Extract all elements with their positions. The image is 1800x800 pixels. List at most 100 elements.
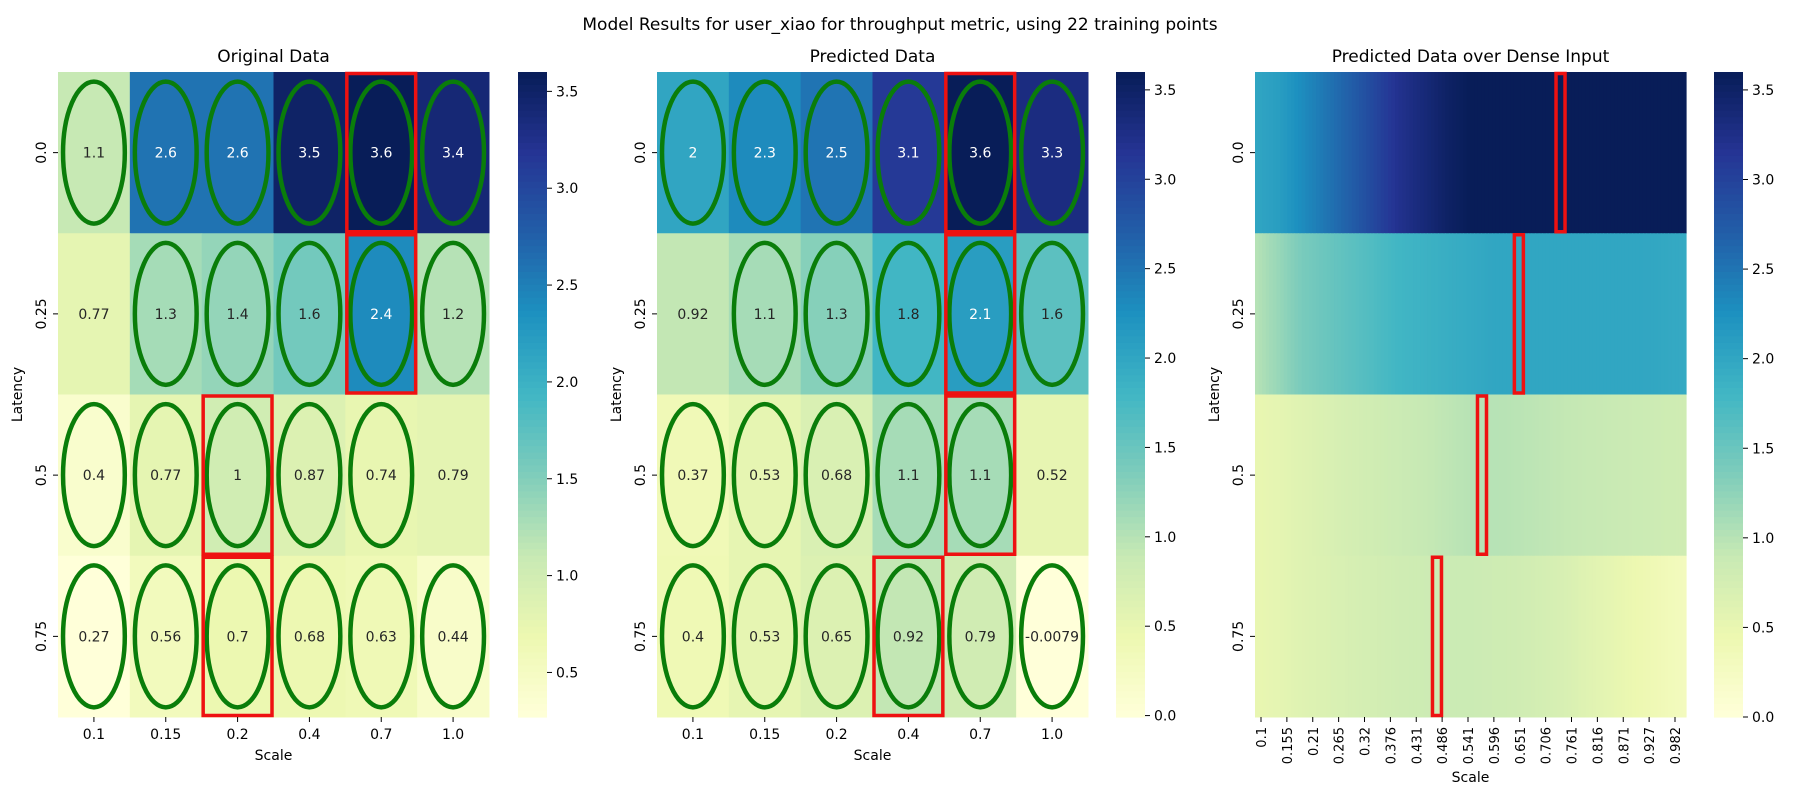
y-tick-label: 0.0 xyxy=(633,141,649,163)
dense-heatmap-strip xyxy=(1459,233,1464,395)
dense-heatmap-strip xyxy=(1549,233,1554,395)
colorbar-segment xyxy=(1116,355,1145,363)
dense-heatmap-strip xyxy=(1527,233,1533,395)
heatmap-cell xyxy=(345,233,418,395)
heatmap-panel-3: Predicted Data over Dense Input 0.1 0.155 0… xyxy=(1207,47,1774,786)
dense-heatmap-strip xyxy=(1337,555,1342,718)
heatmap-cell xyxy=(944,555,1017,718)
colorbar-segment xyxy=(518,207,547,215)
colorbar-segment xyxy=(518,78,547,86)
y-tick-label: 0.25 xyxy=(633,298,649,329)
dense-heatmap-strip xyxy=(1351,233,1357,395)
dense-heatmap-strip xyxy=(1326,394,1332,557)
dense-heatmap-strip xyxy=(1294,233,1299,395)
dense-heatmap-strip xyxy=(1355,233,1360,395)
dense-heatmap-strip xyxy=(1556,394,1561,557)
dense-heatmap-strip xyxy=(1369,394,1375,557)
dense-heatmap-strip xyxy=(1466,555,1472,718)
colorbar-segment xyxy=(1116,104,1145,112)
training-point-ring xyxy=(803,563,870,710)
colorbar-segment xyxy=(1714,117,1743,125)
colorbar-segment xyxy=(518,175,547,183)
colorbar-segment xyxy=(1116,78,1145,86)
colorbar-segment xyxy=(1714,555,1743,563)
colorbar-segment xyxy=(1714,665,1743,673)
dense-heatmap-strip xyxy=(1520,394,1525,557)
y-tick-label: 0.0 xyxy=(34,141,50,163)
dense-heatmap-strip xyxy=(1513,555,1518,718)
colorbar-segment xyxy=(1714,691,1743,699)
dense-heatmap-strip xyxy=(1682,233,1687,395)
dense-heatmap-strip xyxy=(1319,394,1324,557)
dense-heatmap-strip xyxy=(1384,233,1389,395)
dense-heatmap-strip xyxy=(1405,233,1411,395)
row-max-box xyxy=(944,394,1017,556)
dense-heatmap-strip xyxy=(1359,555,1364,718)
colorbar-segment xyxy=(518,581,547,589)
dense-heatmap-strip xyxy=(1650,72,1655,234)
dense-heatmap-strip xyxy=(1470,233,1475,395)
colorbar-segment xyxy=(1116,542,1145,550)
heatmap-cell xyxy=(657,72,730,234)
dense-heatmap-strip xyxy=(1510,233,1515,395)
colorbar-segment xyxy=(518,562,547,570)
dense-heatmap-strip xyxy=(1610,72,1615,234)
dense-heatmap-strip xyxy=(1671,394,1676,557)
dense-heatmap-strip xyxy=(1420,394,1425,557)
colorbar-segment xyxy=(1116,265,1145,273)
dense-heatmap-strip xyxy=(1377,555,1382,718)
dense-heatmap-strip xyxy=(1542,233,1547,395)
dense-heatmap-strip xyxy=(1366,394,1371,557)
dense-heatmap-strip xyxy=(1499,394,1504,557)
dense-heatmap-strip xyxy=(1362,72,1367,234)
row-max-box xyxy=(872,555,945,718)
dense-heatmap-strip xyxy=(1517,72,1522,234)
dense-heatmap-strip xyxy=(1517,233,1522,395)
dense-heatmap-strip xyxy=(1675,394,1680,557)
y-tick-label: 0.75 xyxy=(633,621,649,652)
colorbar-segment xyxy=(518,155,547,163)
dense-heatmap-strip xyxy=(1635,555,1640,718)
cell-value-label: 0.74 xyxy=(366,468,397,484)
training-point-ring xyxy=(947,79,1014,226)
dense-heatmap-strip xyxy=(1323,394,1328,557)
dense-heatmap-strip xyxy=(1405,555,1411,718)
dense-heatmap-strip xyxy=(1420,555,1425,718)
colorbar-segment xyxy=(1714,536,1743,544)
colorbar-segment xyxy=(1116,710,1145,718)
dense-heatmap-strip xyxy=(1283,72,1288,234)
dense-heatmap-strip xyxy=(1524,555,1529,718)
dense-heatmap-strip xyxy=(1337,72,1342,234)
colorbar-segment xyxy=(1116,149,1145,157)
cell-value-label: 0.65 xyxy=(821,629,852,645)
colorbar-tick-label: 3.0 xyxy=(1154,172,1176,188)
dense-heatmap-strip xyxy=(1635,72,1640,234)
cell-value-label: 1 xyxy=(233,468,242,484)
dense-heatmap-strip xyxy=(1560,233,1565,395)
training-point-ring xyxy=(348,240,415,388)
dense-heatmap-strip xyxy=(1477,72,1482,234)
dense-heatmap-strip xyxy=(1628,233,1633,395)
colorbar-segment xyxy=(518,181,547,189)
colorbar-segment xyxy=(1116,581,1145,589)
x-tick-label: 1.0 xyxy=(1041,727,1063,743)
dense-heatmap-strip xyxy=(1398,72,1403,234)
dense-heatmap-strip xyxy=(1556,233,1561,395)
dense-heatmap-strip xyxy=(1556,72,1561,234)
dense-heatmap-strip xyxy=(1653,233,1658,395)
dense-heatmap-strip xyxy=(1495,555,1500,718)
heatmap-panel-2: Predicted Data 2 2.3 2.5 3.1 3.6 3.3 0.92 1.1 1.3… xyxy=(609,47,1176,764)
dense-heatmap-strip xyxy=(1657,233,1662,395)
dense-heatmap-strip xyxy=(1481,394,1486,557)
dense-heatmap-strip xyxy=(1495,72,1500,234)
colorbar-segment xyxy=(518,72,547,80)
dense-heatmap-strip xyxy=(1660,233,1666,395)
dense-heatmap-strip xyxy=(1441,555,1446,718)
training-point-ring xyxy=(60,401,128,549)
colorbar-segment xyxy=(1116,684,1145,692)
colorbar-segment xyxy=(1714,491,1743,499)
x-axis-label: Scale xyxy=(1452,770,1490,786)
colorbar-segment xyxy=(518,97,547,105)
dense-heatmap-strip xyxy=(1262,555,1267,718)
dense-heatmap-strip xyxy=(1402,394,1407,557)
